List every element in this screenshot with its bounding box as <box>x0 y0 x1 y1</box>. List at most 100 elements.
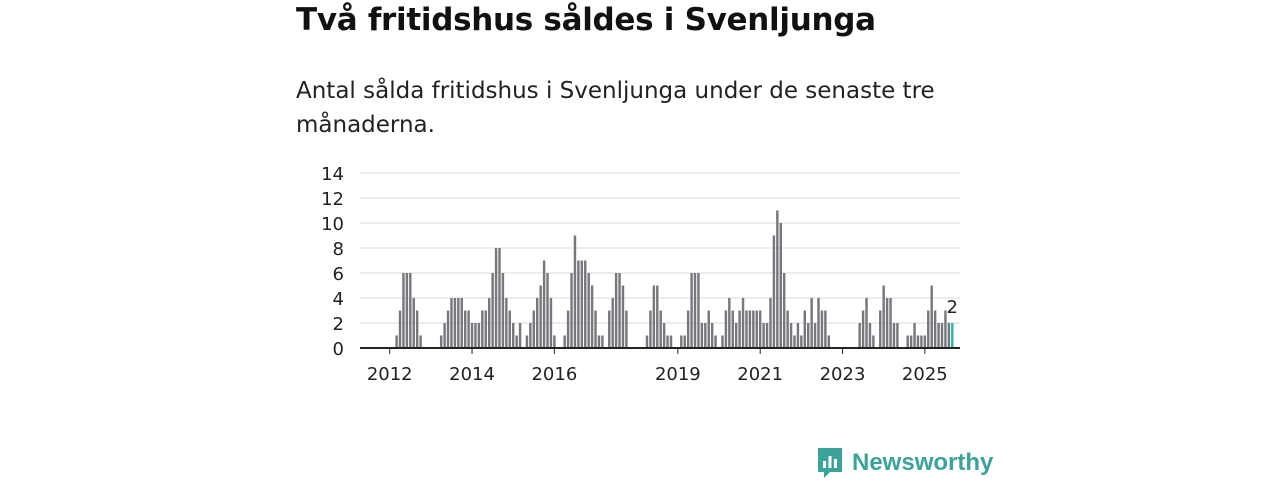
bar <box>824 310 827 348</box>
bar <box>573 235 577 348</box>
bar <box>618 273 621 348</box>
bar <box>779 223 782 348</box>
bar <box>395 335 398 348</box>
bar <box>656 285 659 348</box>
y-tick-label: 14 <box>321 164 344 185</box>
bar <box>621 285 625 348</box>
brand-name: Newsworthy <box>852 449 994 476</box>
bar <box>714 335 717 348</box>
bar <box>930 285 933 348</box>
bar <box>601 335 604 348</box>
bar <box>419 335 422 348</box>
bar <box>803 310 806 348</box>
bar <box>590 285 594 348</box>
bar <box>865 298 868 348</box>
bar <box>474 323 477 348</box>
bar <box>611 298 614 348</box>
bar <box>457 298 460 348</box>
bar <box>937 323 940 348</box>
bar <box>546 273 549 348</box>
bar <box>776 210 779 348</box>
newsworthy-logo: Newsworthy <box>816 446 993 480</box>
bar <box>662 323 666 348</box>
bar <box>683 335 686 348</box>
x-tick-label: 2021 <box>737 364 783 385</box>
x-tick-label: 2023 <box>820 364 866 385</box>
bar <box>532 310 536 348</box>
bar <box>693 273 697 348</box>
bar <box>484 310 487 348</box>
bar <box>686 310 690 348</box>
bar <box>909 335 913 348</box>
bar <box>923 335 927 348</box>
bar <box>896 323 899 348</box>
bar <box>409 273 412 348</box>
x-tick-label: 2016 <box>531 364 577 385</box>
bar <box>608 310 611 348</box>
bar <box>810 298 813 348</box>
bar <box>594 310 597 348</box>
bar <box>542 260 546 348</box>
bar <box>498 248 501 348</box>
bar <box>827 335 831 348</box>
bar <box>481 310 484 348</box>
bar <box>536 298 539 348</box>
bar <box>463 310 467 348</box>
bar <box>529 323 532 348</box>
bar <box>724 310 728 348</box>
bar <box>738 310 741 348</box>
bar <box>467 310 470 348</box>
bar <box>752 310 755 348</box>
bar <box>734 323 738 348</box>
bar <box>690 273 693 348</box>
bar <box>728 298 731 348</box>
y-tick-label: 6 <box>333 264 344 285</box>
bar <box>920 335 923 348</box>
bar <box>892 323 896 348</box>
bar <box>487 298 491 348</box>
bar <box>704 323 707 348</box>
bar <box>460 298 463 348</box>
bar <box>470 323 474 348</box>
bar <box>868 323 872 348</box>
bar <box>477 323 481 348</box>
bar <box>765 323 769 348</box>
bar <box>625 310 628 348</box>
bar <box>772 235 776 348</box>
chart-subtitle: Antal sålda fritidshus i Svenljunga unde… <box>296 78 935 138</box>
bar <box>782 273 786 348</box>
bar <box>879 310 882 348</box>
bar <box>398 310 402 348</box>
bar <box>518 323 522 348</box>
bar <box>755 310 758 348</box>
bar <box>443 323 446 348</box>
bar <box>652 285 656 348</box>
bar <box>731 310 734 348</box>
newsworthy-logo-icon <box>818 448 842 478</box>
bar <box>402 273 405 348</box>
bar <box>680 335 683 348</box>
x-tick-label: 2025 <box>902 364 948 385</box>
bar <box>700 323 704 348</box>
bar <box>807 323 810 348</box>
x-tick-label: 2012 <box>367 364 413 385</box>
y-tick-label: 8 <box>333 239 344 260</box>
latest-value-label: 2 <box>947 297 958 318</box>
bar <box>748 310 752 348</box>
bar <box>697 273 700 348</box>
bar <box>577 260 580 348</box>
chart-title: Två fritidshus såldes i Svenljunga <box>296 2 876 38</box>
bar <box>512 323 515 348</box>
bar <box>940 323 944 348</box>
bar <box>710 323 714 348</box>
x-tick-label: 2019 <box>655 364 701 385</box>
bar <box>872 335 875 348</box>
bar <box>405 273 409 348</box>
bar <box>553 335 556 348</box>
bar <box>597 335 601 348</box>
bar <box>580 260 584 348</box>
bar <box>566 310 570 348</box>
bar <box>741 298 745 348</box>
bar <box>415 310 419 348</box>
bar <box>505 298 508 348</box>
